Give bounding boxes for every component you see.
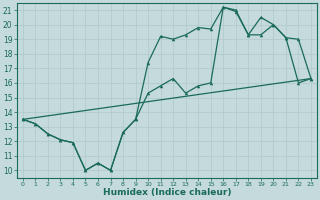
X-axis label: Humidex (Indice chaleur): Humidex (Indice chaleur) (103, 188, 231, 197)
